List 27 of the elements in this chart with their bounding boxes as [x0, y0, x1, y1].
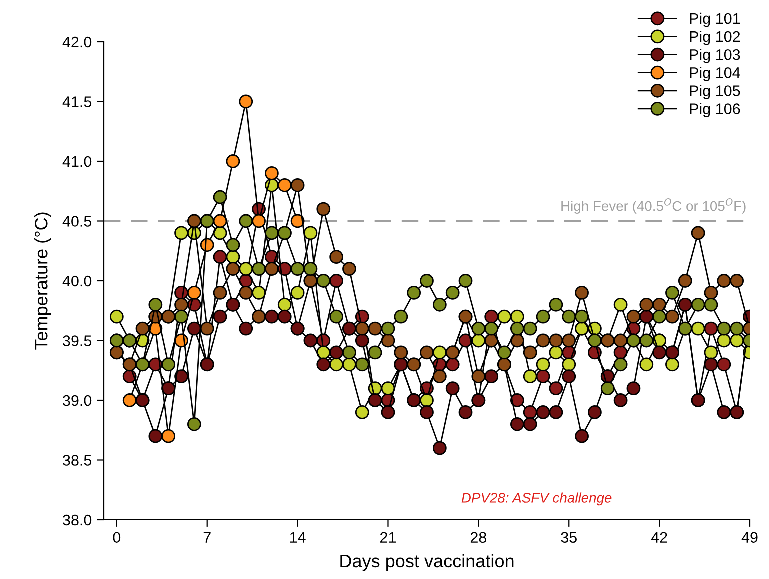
x-tick-label: 42: [651, 532, 668, 543]
legend-label: Pig 103: [690, 49, 740, 64]
y-tick-label: 39.5: [63, 336, 92, 346]
x-tick-label: 7: [204, 532, 211, 543]
x-tick-label: 28: [470, 532, 487, 544]
y-tick-label: 39.0: [63, 395, 92, 406]
annotation: DPV28: ASFV challenge: [462, 492, 612, 506]
x-tick-label: 14: [290, 532, 306, 543]
x-axis-title: Days post vaccination: [340, 554, 514, 572]
y-axis-title: Temperature (°C): [34, 212, 52, 350]
x-tick-label: 49: [742, 532, 758, 544]
y-tick-label: 38.5: [63, 455, 92, 466]
y-tick-label: 40.5: [62, 216, 92, 227]
y-tick-label: 38.0: [63, 514, 92, 526]
x-tick-label: 35: [561, 532, 577, 544]
legend-label: Pig 106: [690, 103, 740, 118]
ref-line-label: High Fever (40.5$^{O}$C or 105$^{O}$F): [562, 198, 746, 214]
legend-label: Pig 104: [690, 67, 740, 82]
legend-label: Pig 105: [690, 85, 740, 100]
y-tick-label: 40.0: [62, 276, 92, 287]
legend-label: Pig 102: [690, 30, 740, 46]
legend-label: Pig 101: [690, 12, 740, 28]
y-tick-label: 41.0: [62, 156, 92, 168]
x-tick-label: 0: [113, 532, 121, 544]
x-tick-label: 21: [380, 532, 396, 543]
y-tick-label: 41.5: [62, 96, 92, 108]
y-tick-label: 42.0: [62, 36, 92, 48]
